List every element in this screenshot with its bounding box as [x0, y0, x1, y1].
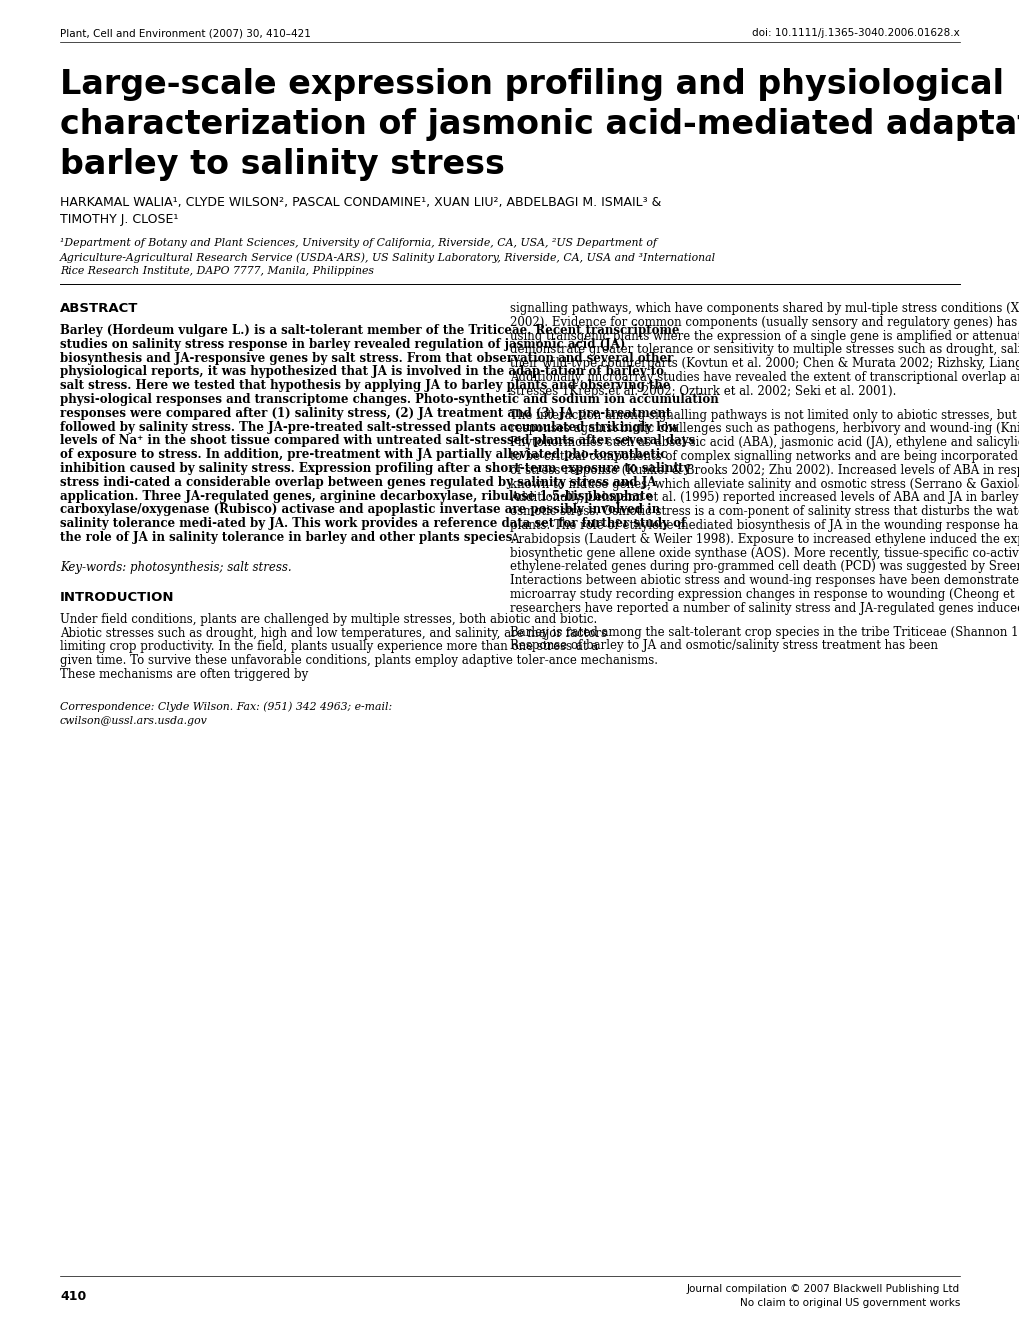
- Text: Additionally, Lehmann et al. (1995) reported increased levels of ABA and JA in b: Additionally, Lehmann et al. (1995) repo…: [510, 492, 1019, 504]
- Text: the role of JA in salinity tolerance in barley and other plants species.: the role of JA in salinity tolerance in …: [60, 531, 516, 544]
- Text: followed by salinity stress. The JA-pre-treated salt-stressed plants accumulated: followed by salinity stress. The JA-pre-…: [60, 421, 678, 434]
- Text: TIMOTHY J. CLOSE¹: TIMOTHY J. CLOSE¹: [60, 213, 178, 226]
- Text: plants. The role of ethylene-mediated biosynthesis of JA in the wounding respons: plants. The role of ethylene-mediated bi…: [510, 519, 1019, 532]
- Text: Rice Research Institute, DAPO 7777, Manila, Philippines: Rice Research Institute, DAPO 7777, Mani…: [60, 267, 374, 276]
- Text: application. Three JA-regulated genes, arginine decarboxylase, ribulose 1·5-bisp: application. Three JA-regulated genes, a…: [60, 489, 652, 502]
- Text: of exposure to stress. In addition, pre-treatment with JA partially alleviated p: of exposure to stress. In addition, pre-…: [60, 448, 666, 461]
- Text: doi: 10.1111/j.1365-3040.2006.01628.x: doi: 10.1111/j.1365-3040.2006.01628.x: [752, 28, 959, 38]
- Text: Additionally, microarray studies have revealed the extent of transcriptional ove: Additionally, microarray studies have re…: [510, 371, 1019, 385]
- Text: of stress response (Kunkel & Brooks 2002; Zhu 2002). Increased levels of ABA in : of stress response (Kunkel & Brooks 2002…: [510, 464, 1019, 477]
- Text: levels of Na⁺ in the shoot tissue compared with untreated salt-stressed plants a: levels of Na⁺ in the shoot tissue compar…: [60, 434, 694, 448]
- Text: limiting crop productivity. In the field, plants usually experience more than on: limiting crop productivity. In the field…: [60, 641, 598, 654]
- Text: Barley is rated among the salt-tolerant crop species in the tribe Triticeae (Sha: Barley is rated among the salt-tolerant …: [510, 626, 1019, 639]
- Text: osmotic stress. Osmotic stress is a com-ponent of salinity stress that disturbs : osmotic stress. Osmotic stress is a com-…: [510, 505, 1019, 519]
- Text: responses were compared after (1) salinity stress, (2) JA treatment and (3) JA p: responses were compared after (1) salini…: [60, 407, 671, 419]
- Text: These mechanisms are often triggered by: These mechanisms are often triggered by: [60, 669, 308, 681]
- Text: biosynthesis and JA-responsive genes by salt stress. From that observation and s: biosynthesis and JA-responsive genes by …: [60, 351, 673, 364]
- Text: Key-words: photosynthesis; salt stress.: Key-words: photosynthesis; salt stress.: [60, 561, 291, 574]
- Text: using transgenic plants where the expression of a single gene is amplified or at: using transgenic plants where the expres…: [510, 330, 1019, 343]
- Text: Abiotic stresses such as drought, high and low temperatures, and salinity, are m: Abiotic stresses such as drought, high a…: [60, 627, 606, 639]
- Text: signalling pathways, which have components shared by mul-tiple stress conditions: signalling pathways, which have componen…: [510, 302, 1019, 315]
- Text: Journal compilation © 2007 Blackwell Publishing Ltd: Journal compilation © 2007 Blackwell Pub…: [686, 1284, 959, 1294]
- Text: known to induce genes, which alleviate salinity and osmotic stress (Serrano & Ga: known to induce genes, which alleviate s…: [510, 477, 1019, 490]
- Text: Interactions between abiotic stress and wound-ing responses have been demonstrat: Interactions between abiotic stress and …: [510, 575, 1019, 587]
- Text: carboxylase/oxygenase (Rubisco) activase and apoplastic invertase are possibly i: carboxylase/oxygenase (Rubisco) activase…: [60, 504, 659, 516]
- Text: ABSTRACT: ABSTRACT: [60, 302, 139, 315]
- Text: inhibition caused by salinity stress. Expression profiling after a short-term ex: inhibition caused by salinity stress. Ex…: [60, 462, 690, 474]
- Text: Response of barley to JA and osmotic/salinity stress treatment has been: Response of barley to JA and osmotic/sal…: [510, 639, 937, 653]
- Text: Correspondence: Clyde Wilson. Fax: (951) 342 4963; e-mail:
cwilson@ussl.ars.usda: Correspondence: Clyde Wilson. Fax: (951)…: [60, 702, 391, 726]
- Text: researchers have reported a number of salinity stress and JA-regulated genes ind: researchers have reported a number of sa…: [510, 602, 1019, 615]
- Text: salinity tolerance medi-ated by JA. This work provides a reference data set for : salinity tolerance medi-ated by JA. This…: [60, 517, 686, 531]
- Text: biosynthetic gene allene oxide synthase (AOS). More recently, tissue-specific co: biosynthetic gene allene oxide synthase …: [510, 547, 1019, 560]
- Text: studies on salinity stress response in barley revealed regulation of jasmonic ac: studies on salinity stress response in b…: [60, 338, 625, 351]
- Text: physiological reports, it was hypothesized that JA is involved in the adap-tatio: physiological reports, it was hypothesiz…: [60, 366, 663, 378]
- Text: barley to salinity stress: barley to salinity stress: [60, 147, 504, 181]
- Text: stresses 1Kreps et al. 2002; Ozturk et al. 2002; Seki et al. 2001).: stresses 1Kreps et al. 2002; Ozturk et a…: [510, 385, 896, 398]
- Text: Agriculture-Agricultural Research Service (USDA-ARS), US Salinity Laboratory, Ri: Agriculture-Agricultural Research Servic…: [60, 252, 715, 263]
- Text: physi-ological responses and transcriptome changes. Photo-synthetic and sodium i: physi-ological responses and transcripto…: [60, 393, 718, 406]
- Text: characterization of jasmonic acid-mediated adaptation of: characterization of jasmonic acid-mediat…: [60, 109, 1019, 141]
- Text: to be critical components of complex signalling networks and are being incorpora: to be critical components of complex sig…: [510, 450, 1019, 464]
- Text: stress indi-cated a considerable overlap between genes regulated by salinity str: stress indi-cated a considerable overlap…: [60, 476, 656, 489]
- Text: Large-scale expression profiling and physiological: Large-scale expression profiling and phy…: [60, 68, 1003, 100]
- Text: ¹Department of Botany and Plant Sciences, University of California, Riverside, C: ¹Department of Botany and Plant Sciences…: [60, 239, 656, 248]
- Text: Phytohormones such as absci-sic acid (ABA), jasmonic acid (JA), ethylene and sal: Phytohormones such as absci-sic acid (AB…: [510, 437, 1019, 449]
- Text: No claim to original US government works: No claim to original US government works: [739, 1298, 959, 1308]
- Text: their wild-type counterparts (Kovtun et al. 2000; Chen & Murata 2002; Rizhsky, L: their wild-type counterparts (Kovtun et …: [510, 358, 1019, 370]
- Text: The interaction among signalling pathways is not limited only to abiotic stresse: The interaction among signalling pathway…: [510, 409, 1019, 422]
- Text: 2002). Evidence for common components (usually sensory and regulatory genes) has: 2002). Evidence for common components (u…: [510, 316, 1019, 328]
- Text: HARKAMAL WALIA¹, CLYDE WILSON², PASCAL CONDAMINE¹, XUAN LIU², ABDELBAGI M. ISMAI: HARKAMAL WALIA¹, CLYDE WILSON², PASCAL C…: [60, 196, 660, 209]
- Text: salt stress. Here we tested that hypothesis by applying JA to barley plants and : salt stress. Here we tested that hypothe…: [60, 379, 669, 393]
- Text: INTRODUCTION: INTRODUCTION: [60, 591, 174, 604]
- Text: responses against biotic challenges such as pathogens, herbivory and wound-ing (: responses against biotic challenges such…: [510, 422, 1019, 436]
- Text: Arabidopsis (Laudert & Weiler 1998). Exposure to increased ethylene induced the : Arabidopsis (Laudert & Weiler 1998). Exp…: [510, 533, 1019, 545]
- Text: 410: 410: [60, 1290, 87, 1302]
- Text: Plant, Cell and Environment (2007) 30, 410–421: Plant, Cell and Environment (2007) 30, 4…: [60, 28, 311, 38]
- Text: ethylene-related genes during pro-grammed cell death (PCD) was suggested by Sree: ethylene-related genes during pro-gramme…: [510, 560, 1019, 574]
- Text: demonstrate greater tolerance or sensitivity to multiple stresses such as drough: demonstrate greater tolerance or sensiti…: [510, 343, 1019, 356]
- Text: given time. To survive these unfavorable conditions, plants employ adaptive tole: given time. To survive these unfavorable…: [60, 654, 657, 667]
- Text: Under field conditions, plants are challenged by multiple stresses, both abiotic: Under field conditions, plants are chall…: [60, 612, 597, 626]
- Text: Barley (Hordeum vulgare L.) is a salt-tolerant member of the Triticeae. Recent t: Barley (Hordeum vulgare L.) is a salt-to…: [60, 324, 679, 336]
- Text: microarray study recording expression changes in response to wounding (Cheong et: microarray study recording expression ch…: [510, 588, 1019, 602]
